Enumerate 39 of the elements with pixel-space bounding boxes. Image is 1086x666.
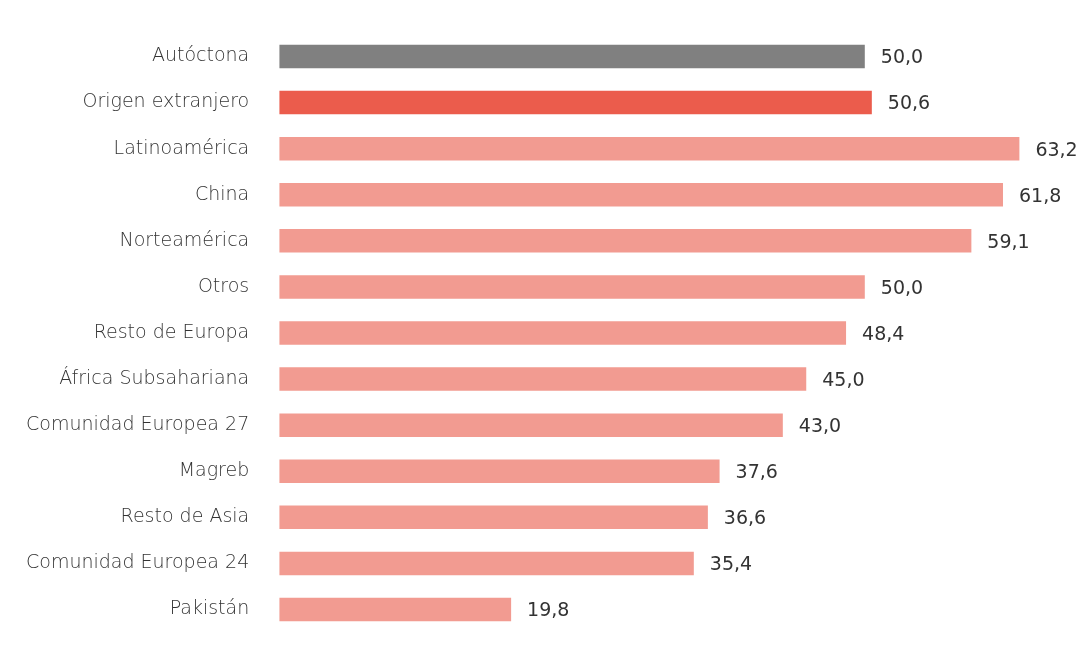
data-label: 50,0 xyxy=(880,275,924,298)
y-tick-label: China xyxy=(194,181,250,204)
data-label: 63,2 xyxy=(1035,137,1078,160)
y-tick-label: Norteamérica xyxy=(119,227,250,250)
data-label: 19,8 xyxy=(527,598,570,621)
data-label: 59,1 xyxy=(987,229,1030,252)
bar xyxy=(279,551,694,576)
y-tick-label: Pakistán xyxy=(169,596,250,619)
data-label: 48,4 xyxy=(862,321,905,344)
bar xyxy=(279,321,847,345)
y-tick-label: Comunidad Europea 24 xyxy=(25,550,250,573)
data-label: 61,8 xyxy=(1018,183,1062,206)
bar xyxy=(279,90,872,115)
data-label: 50,0 xyxy=(880,45,924,68)
y-tick-label: Resto de Asia xyxy=(120,504,250,527)
y-tick-label: Comunidad Europea 27 xyxy=(25,412,250,435)
bar xyxy=(279,459,720,484)
y-tick-label: Otros xyxy=(197,273,250,296)
data-label: 43,0 xyxy=(798,414,842,437)
y-tick-label: África Subsahariana xyxy=(59,366,250,389)
data-label: 45,0 xyxy=(822,368,865,391)
bar xyxy=(279,229,972,253)
bar xyxy=(279,367,807,391)
bar xyxy=(279,505,708,530)
bar xyxy=(279,413,783,437)
bar xyxy=(279,44,865,69)
y-tick-label: Origen extranjero xyxy=(82,89,250,112)
data-label: 36,6 xyxy=(723,506,767,529)
y-tick-label: Resto de Europa xyxy=(93,319,250,342)
y-tick-label: Magreb xyxy=(178,458,250,481)
bar xyxy=(279,182,1003,207)
bar xyxy=(279,275,865,299)
y-tick-label: Latinoamérica xyxy=(113,135,250,158)
data-label: 50,6 xyxy=(887,91,931,114)
data-label: 37,6 xyxy=(735,460,778,483)
bar xyxy=(279,597,512,622)
y-tick-label: Autóctona xyxy=(151,43,250,66)
bar xyxy=(279,136,1020,161)
data-label: 35,4 xyxy=(709,552,753,575)
